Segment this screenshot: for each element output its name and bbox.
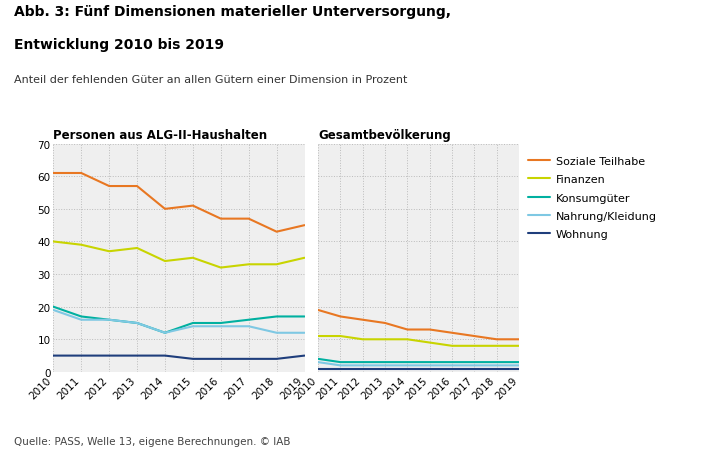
Text: Personen aus ALG-II-Haushalten: Personen aus ALG-II-Haushalten (53, 129, 267, 142)
Text: Abb. 3: Fünf Dimensionen materieller Unterversorgung,: Abb. 3: Fünf Dimensionen materieller Unt… (14, 5, 451, 18)
Text: Gesamtbevölkerung: Gesamtbevölkerung (318, 129, 451, 142)
Text: Quelle: PASS, Welle 13, eigene Berechnungen. © IAB: Quelle: PASS, Welle 13, eigene Berechnun… (14, 437, 291, 446)
Legend: Soziale Teilhabe, Finanzen, Konsumgüter, Nahrung/Kleidung, Wohnung: Soziale Teilhabe, Finanzen, Konsumgüter,… (528, 156, 657, 240)
Text: Anteil der fehlenden Güter an allen Gütern einer Dimension in Prozent: Anteil der fehlenden Güter an allen Güte… (14, 74, 407, 84)
Text: Entwicklung 2010 bis 2019: Entwicklung 2010 bis 2019 (14, 38, 224, 52)
